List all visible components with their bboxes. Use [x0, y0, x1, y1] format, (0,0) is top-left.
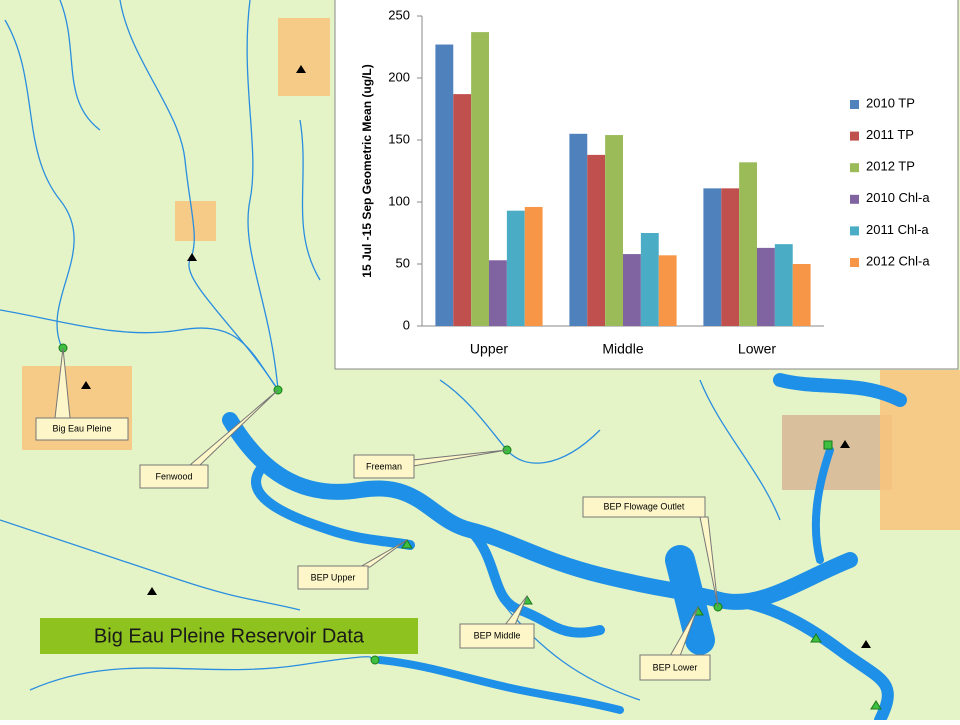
bar [435, 44, 454, 327]
y-tick-label: 100 [388, 193, 410, 208]
bar [774, 244, 793, 326]
site-label: BEP Flowage Outlet [604, 501, 685, 511]
legend-swatch [850, 258, 859, 267]
bar [757, 247, 775, 326]
y-axis-title: 15 Jul -15 Sep Geometric Mean (ug/L) [360, 64, 374, 277]
legend-swatch [850, 100, 859, 109]
bar [471, 32, 489, 327]
bar [489, 260, 507, 326]
legend-label: 2012 TP [866, 159, 915, 174]
chart: 0 50 100 150 200 250 15 Jul -15 Sep Geometric … [360, 7, 930, 356]
site-label: Fenwood [155, 471, 192, 481]
bar [569, 133, 588, 326]
site-label: BEP Upper [311, 572, 356, 582]
legend-label: 2010 Chl-a [866, 190, 930, 205]
site-label: Big Eau Pleine [52, 423, 111, 433]
x-tick-label: Upper [470, 341, 508, 357]
banner-box [40, 618, 418, 654]
y-tick-label: 150 [388, 131, 410, 146]
callouts: Big Eau Pleine Fenwood Freeman BEP Upper… [35, 347, 719, 681]
bar [703, 188, 722, 326]
legend-label: 2011 Chl-a [866, 222, 929, 237]
rivers [0, 0, 781, 701]
bar [506, 210, 525, 326]
legend-swatch [850, 131, 859, 141]
bar [605, 135, 623, 326]
bar [792, 264, 811, 326]
y-tick-label: 0 [403, 317, 410, 332]
banner-text: Big Eau Pleine Reservoir Data [94, 625, 365, 647]
bar [658, 255, 677, 326]
legend-label: 2012 Chl-a [866, 253, 930, 268]
bar [739, 162, 757, 326]
legend-swatch [850, 163, 859, 173]
y-tick-label: 250 [388, 7, 410, 22]
x-tick-label: Lower [738, 341, 776, 357]
bar [587, 154, 606, 326]
site-label: BEP Middle [474, 630, 521, 640]
municipal-areas [22, 18, 960, 530]
legend-swatch [850, 194, 859, 204]
legend-label: 2011 TP [866, 127, 914, 142]
bar [721, 188, 740, 326]
x-tick-label: Middle [602, 341, 643, 357]
bar [524, 206, 543, 326]
y-tick-label: 200 [388, 69, 410, 84]
legend-label: 2010 TP [866, 95, 915, 110]
bar [453, 94, 472, 327]
legend-swatch [850, 226, 859, 236]
site-label: Freeman [366, 461, 402, 471]
reservoir [222, 373, 907, 725]
bar [640, 233, 659, 326]
y-tick-label: 50 [396, 255, 410, 270]
site-label: BEP Lower [653, 662, 698, 672]
bar [623, 254, 641, 326]
